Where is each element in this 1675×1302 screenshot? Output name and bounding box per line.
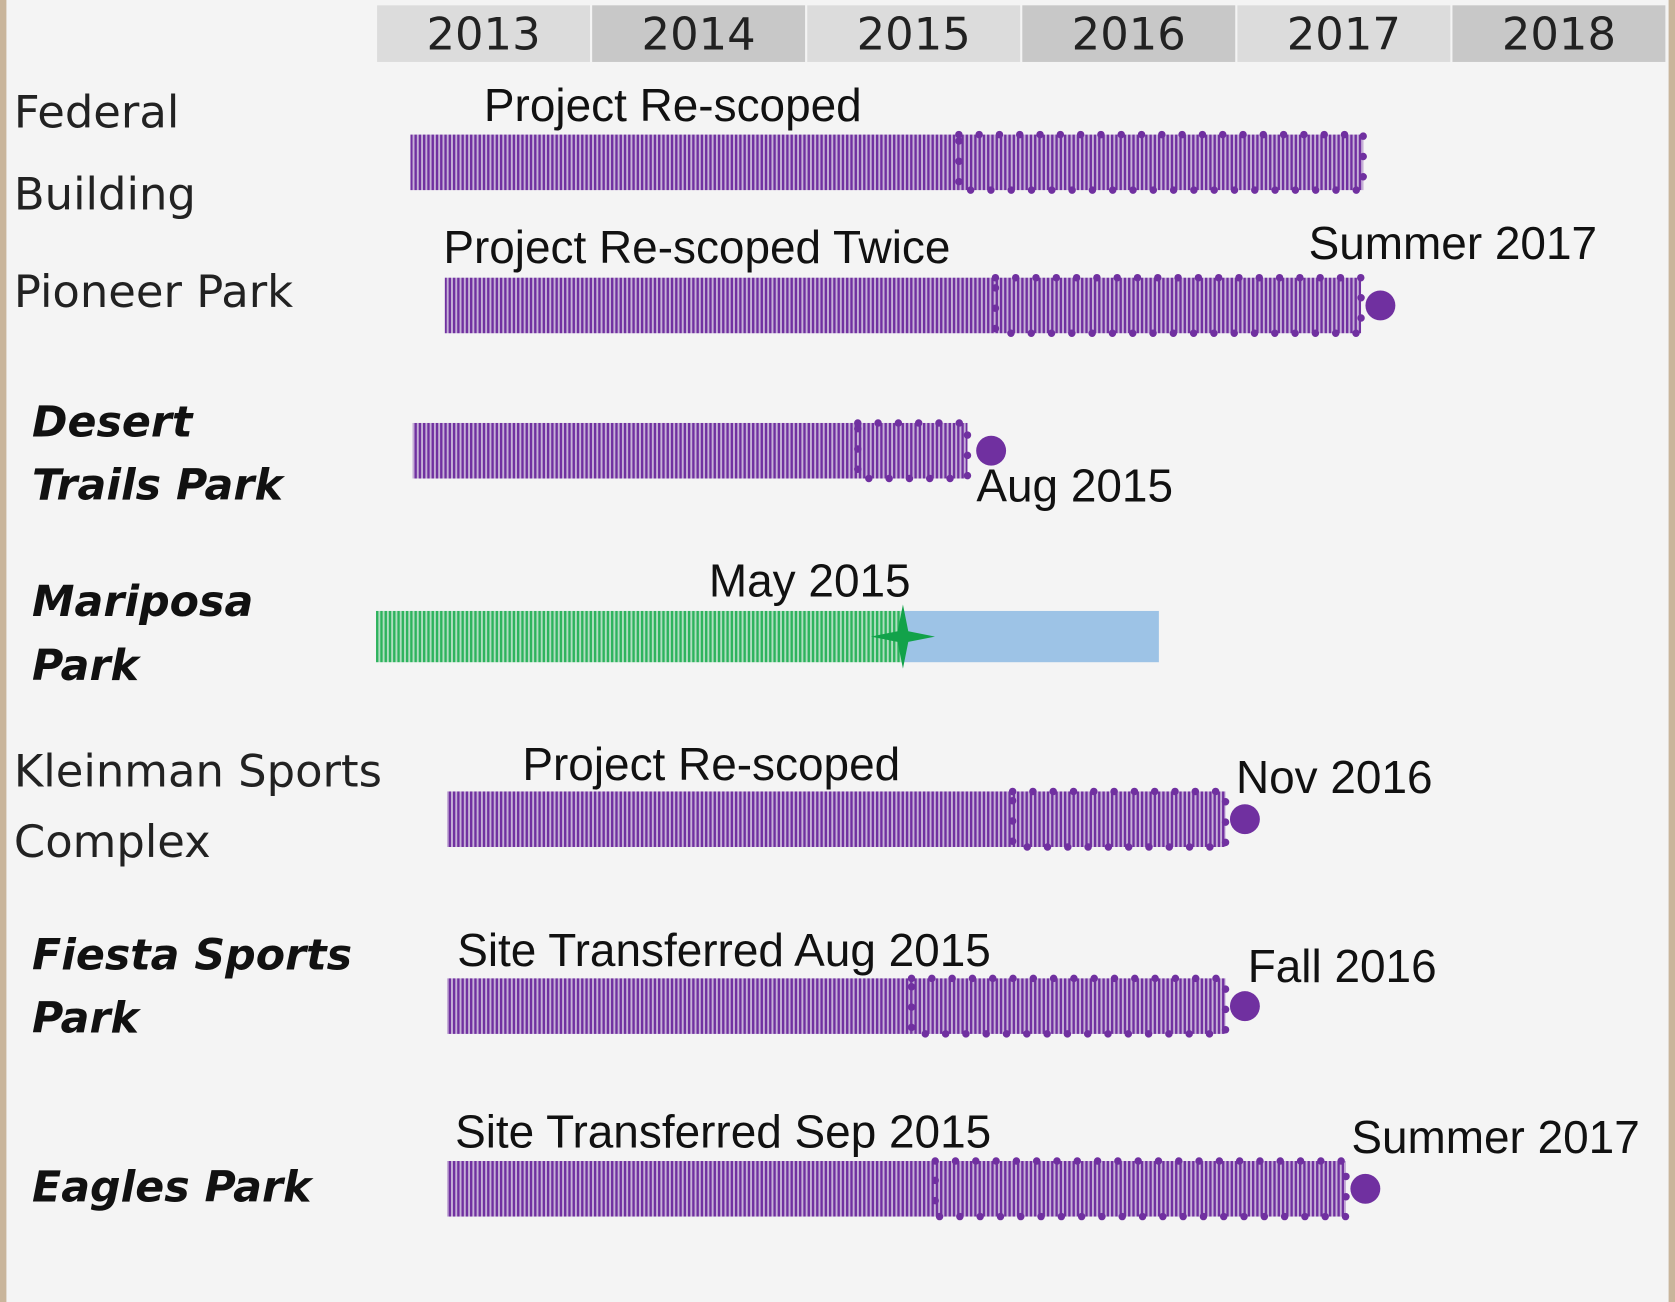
year-band [377, 5, 591, 62]
row-label: Park [32, 641, 141, 691]
segment [958, 134, 1364, 191]
year-band [1237, 5, 1451, 62]
milestone-label: Aug 2015 [976, 459, 1173, 511]
milestone-star [870, 604, 935, 669]
segment-outline [1008, 787, 1230, 851]
segment [446, 1161, 936, 1217]
milestone-label: Summer 2017 [1309, 217, 1597, 269]
segment [1012, 791, 1226, 847]
year-label: 2018 [1502, 7, 1616, 60]
row-label: Complex [14, 815, 211, 868]
row-label: Park [32, 994, 141, 1044]
year-band [807, 5, 1021, 62]
row-label: Fiesta Sports [32, 931, 352, 981]
row-label: Trails Park [32, 461, 285, 511]
milestone-label: Fall 2016 [1248, 940, 1437, 992]
segment-outline [854, 419, 972, 483]
annotation: Site Transferred Aug 2015 [457, 924, 991, 976]
milestone-dot [1229, 804, 1260, 835]
row-label: Desert [32, 398, 194, 448]
milestone-dot [1365, 290, 1396, 321]
segment-outline [907, 974, 1230, 1038]
annotation: Project Re-scoped Twice [443, 221, 950, 273]
annotation: Site Transferred Sep 2015 [455, 1106, 991, 1158]
segment-outline [955, 130, 1367, 194]
year-label: 2013 [426, 7, 540, 60]
segment [376, 610, 903, 663]
segment-outline [991, 273, 1365, 337]
year-band [592, 5, 806, 62]
row-label: Federal [14, 85, 179, 138]
row-label: Mariposa [32, 577, 253, 627]
segment [911, 978, 1226, 1034]
milestone-dot [1229, 991, 1260, 1022]
milestone-label: May 2015 [709, 554, 911, 606]
year-band [1452, 5, 1666, 62]
row-label: Eagles Park [32, 1162, 314, 1212]
segment [857, 422, 968, 479]
row-label: Building [14, 168, 196, 221]
year-label: 2016 [1072, 7, 1186, 60]
annotation: Project Re-scoped [522, 738, 900, 790]
year-band [1022, 5, 1236, 62]
segment-outline [931, 1157, 1350, 1221]
segment [902, 610, 1159, 663]
year-label: 2017 [1287, 7, 1401, 60]
segment [446, 791, 1013, 847]
year-label: 2015 [857, 7, 971, 60]
segment [446, 978, 912, 1034]
segment [444, 277, 996, 334]
annotation: Project Re-scoped [484, 79, 862, 131]
milestone-dot [976, 435, 1007, 466]
milestone-label: Nov 2016 [1236, 751, 1433, 803]
segment [995, 277, 1362, 334]
milestone-label: Summer 2017 [1351, 1111, 1639, 1163]
row-label: Kleinman Sports [14, 744, 382, 797]
segment [935, 1161, 1346, 1217]
segment [410, 134, 959, 191]
row-label: Pioneer Park [14, 265, 293, 318]
segment [412, 422, 858, 479]
milestone-dot [1350, 1173, 1381, 1204]
year-label: 2014 [642, 7, 756, 60]
